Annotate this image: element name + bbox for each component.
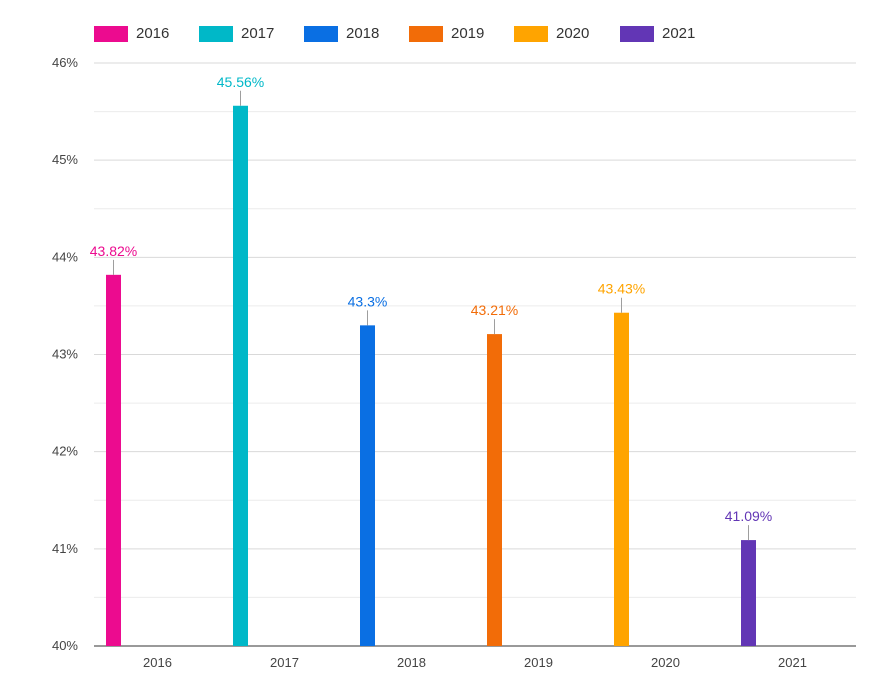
legend-swatch — [199, 26, 233, 42]
legend-item-2020[interactable]: 2020 — [514, 25, 589, 43]
legend-label: 2019 — [451, 25, 485, 42]
x-tick-label: 2020 — [651, 655, 680, 670]
bar-2017[interactable] — [233, 105, 248, 646]
legend-item-2019[interactable]: 2019 — [409, 25, 484, 43]
legend-label: 2016 — [136, 25, 170, 42]
bar-2020[interactable] — [614, 312, 629, 646]
data-label-2016: 43.82% — [90, 243, 137, 259]
legend-label: 2017 — [241, 25, 275, 42]
bar-2018[interactable] — [360, 325, 375, 646]
y-tick-label: 43% — [52, 347, 78, 362]
legend-item-2021[interactable]: 2021 — [620, 25, 695, 43]
legend-item-2016[interactable]: 2016 — [94, 25, 169, 43]
data-label-2021: 41.09% — [725, 508, 772, 524]
x-tick-label: 2019 — [524, 655, 553, 670]
y-tick-label: 45% — [52, 152, 78, 167]
legend-swatch — [409, 26, 443, 42]
legend-swatch — [304, 26, 338, 42]
legend-swatch — [620, 26, 654, 42]
y-tick-label: 42% — [52, 444, 78, 459]
data-label-2017: 45.56% — [217, 74, 264, 90]
data-label-2019: 43.21% — [471, 302, 518, 318]
legend-label: 2018 — [346, 25, 380, 42]
legend-label: 2021 — [662, 25, 696, 42]
y-tick-label: 46% — [52, 55, 78, 70]
legend-swatch — [514, 26, 548, 42]
x-tick-label: 2021 — [778, 655, 807, 670]
bar-2021[interactable] — [741, 540, 756, 646]
data-label-2018: 43.3% — [348, 293, 388, 309]
legend-label: 2020 — [556, 25, 590, 42]
legend-item-2017[interactable]: 2017 — [199, 25, 274, 43]
y-tick-label: 44% — [52, 249, 78, 264]
legend-item-2018[interactable]: 2018 — [304, 25, 379, 43]
x-tick-label: 2016 — [143, 655, 172, 670]
x-tick-label: 2017 — [270, 655, 299, 670]
legend-swatch — [94, 26, 128, 42]
data-label-2020: 43.43% — [598, 281, 645, 297]
bar-2019[interactable] — [487, 334, 502, 646]
y-tick-label: 40% — [52, 638, 78, 653]
x-tick-label: 2018 — [397, 655, 426, 670]
chart-legend: 2016 2017 2018 2019 2020 2021 — [0, 0, 887, 60]
y-tick-label: 41% — [52, 541, 78, 556]
bar-2016[interactable] — [106, 274, 121, 646]
